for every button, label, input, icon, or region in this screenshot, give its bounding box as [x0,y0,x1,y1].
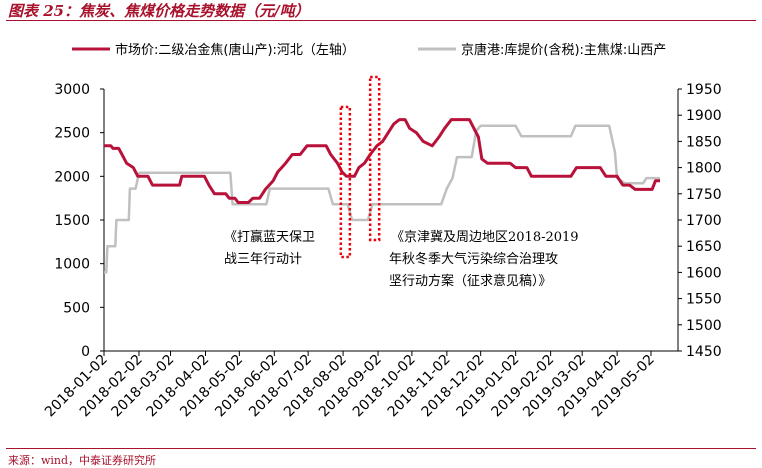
title-rule [6,20,756,21]
annotation-left-line-2: 战三年行动计 [224,252,302,267]
source-rule [6,448,756,449]
left-tick-label: 1500 [54,213,90,229]
series-layer [104,118,660,274]
left-ticks: 0 500 1000 1500 2000 2500 3000 [54,82,104,360]
right-tick-label: 1500 [686,318,722,334]
highlight-box [368,75,381,242]
right-tick-label: 1450 [686,344,722,360]
left-tick-label: 2500 [54,126,90,142]
left-tick-label: 2000 [54,169,90,185]
right-tick-label: 1600 [686,265,722,281]
highlight-box [339,105,352,259]
right-tick-label: 1650 [686,239,722,255]
highlight-boxes [339,75,381,259]
series-line-coking-coal [104,124,660,274]
right-tick-label: 1700 [686,213,722,229]
left-tick-label: 500 [63,300,90,316]
left-tick-label: 1000 [54,257,90,273]
right-ticks: 1450 1500 1550 1600 1650 1700 1750 1800 1850 1900… [678,82,722,360]
right-tick-label: 1550 [686,292,722,308]
left-tick-label: 0 [81,344,90,360]
right-tick-label: 1800 [686,161,722,177]
right-tick-label: 1750 [686,187,722,203]
left-tick-label: 3000 [54,82,90,98]
legend-label-coking-coal: 京唐港:库提价(含税):主焦煤:山西产 [461,42,666,58]
figure-title: 图表 25：焦炭、焦煤价格走势数据（元/吨） [8,2,310,20]
x-ticks: 2018-01-022018-02-022018-03-022018-04-02… [42,351,658,420]
annotation-left: 《打赢蓝天保卫 战三年行动计 [224,229,315,267]
annotation-left-line-1: 《打赢蓝天保卫 [224,229,315,245]
series-line-market-price [104,118,660,204]
annotation-right-line-3: 坚行动方案（征求意见稿）》 [389,273,552,289]
legend-label-market-price: 市场价:二级冶金焦(唐山产):河北（左轴） [115,42,355,58]
right-tick-label: 1850 [686,134,722,150]
right-tick-label: 1950 [686,82,722,98]
source-note: 来源：wind，中泰证券研究所 [8,454,157,467]
annotation-right: 《京津冀及周边地区2018-2019 年秋冬季大气污染综合治理攻 坚行动方案（征… [389,229,579,289]
annotation-right-line-2: 年秋冬季大气污染综合治理攻 [389,251,558,267]
right-tick-label: 1900 [686,108,722,124]
annotation-right-line-1: 《京津冀及周边地区2018-2019 [391,229,579,245]
legend: 市场价:二级冶金焦(唐山产):河北（左轴） 京唐港:库提价(含税):主焦煤:山西… [72,42,666,58]
